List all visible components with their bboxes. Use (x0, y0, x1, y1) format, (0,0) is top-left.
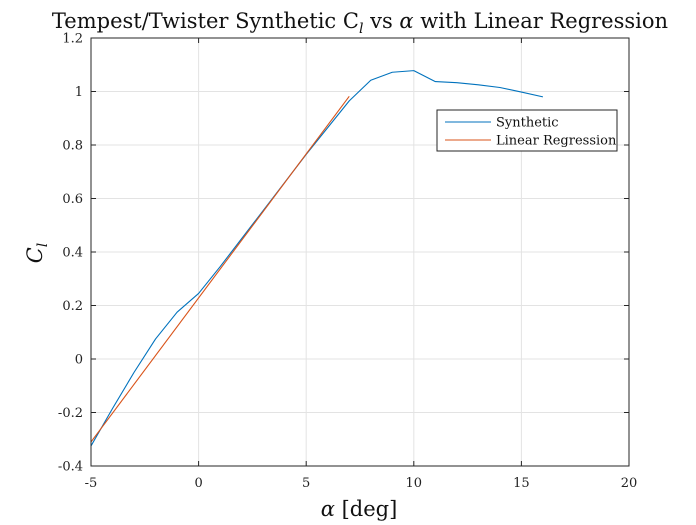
y-tick-labels: -0.4 -0.2 0 0.2 0.4 0.6 0.8 1 1.2 (58, 32, 83, 475)
y-axis-subscript: l (35, 243, 51, 247)
y-tick-label: 0.4 (62, 246, 83, 261)
x-axis-label: α [deg] (321, 497, 398, 521)
y-axis-symbol: C (23, 247, 47, 263)
y-tick-label: 0 (75, 353, 83, 368)
x-tick-label: 0 (194, 476, 202, 491)
series-line-synthetic (90, 70, 544, 447)
x-tick-label: 15 (513, 476, 530, 491)
title-mid: vs (363, 9, 399, 33)
legend: Synthetic Linear Regression (436, 109, 618, 152)
title-end: with Linear Regression (414, 9, 668, 33)
x-tick-label: 5 (302, 476, 310, 491)
y-tick-label: 1.2 (62, 32, 83, 47)
y-tick-label: 1 (75, 85, 83, 100)
x-tick-label: -5 (85, 476, 98, 491)
chart-title: Tempest/Twister Synthetic Cl vs α with L… (52, 9, 668, 37)
x-tick-label: 10 (406, 476, 423, 491)
x-tick-labels: -5 0 5 10 15 20 (85, 476, 638, 491)
title-subscript: l (359, 21, 363, 37)
legend-entry-label: Linear Regression (496, 134, 617, 149)
y-tick-label: -0.2 (58, 406, 83, 421)
series-layer (90, 70, 544, 447)
y-tick-label: -0.4 (58, 460, 83, 475)
title-alpha: α (399, 9, 413, 33)
y-tick-label: 0.6 (62, 192, 83, 207)
title-main: Tempest/Twister Synthetic C (52, 9, 359, 33)
tick-marks (90, 37, 630, 467)
y-tick-label: 0.8 (62, 139, 83, 154)
y-axis-label: Cl (23, 243, 51, 264)
y-tick-label: 0.2 (62, 299, 83, 314)
x-tick-label: 20 (621, 476, 638, 491)
series-line-linear-regression (90, 95, 350, 443)
legend-entry-label: Synthetic (496, 116, 559, 131)
x-axis-unit: [deg] (335, 497, 397, 521)
x-axis-symbol: α (321, 497, 335, 521)
legend-box (436, 109, 618, 152)
